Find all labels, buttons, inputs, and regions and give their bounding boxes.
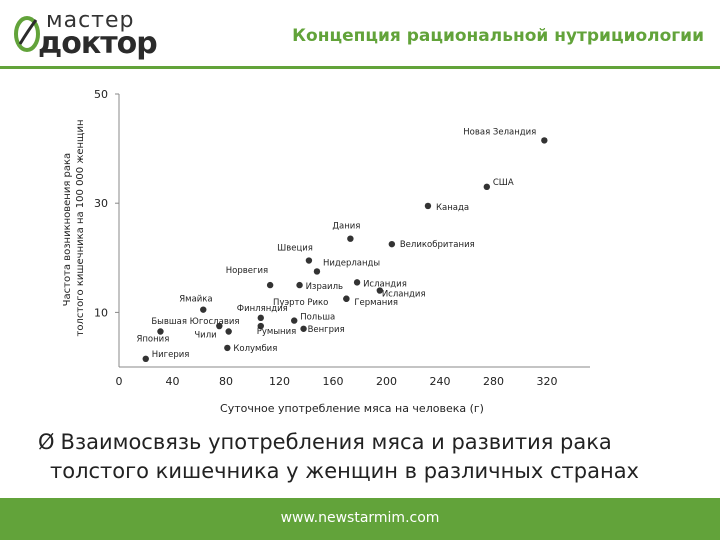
y-tick-label: 50 [94, 88, 108, 101]
logo[interactable]: мастер доктор [12, 8, 172, 61]
x-tick-label: 160 [323, 375, 344, 388]
slide-title: Концепция рациональной нутрициологии [292, 26, 704, 46]
caption-line-2: толстого кишечника у женщин в различных … [50, 459, 639, 483]
data-point-label: Канада [436, 203, 469, 213]
data-point-label: Исландия [363, 279, 407, 289]
bullet-arrow-icon: Ø [38, 430, 55, 454]
data-point-label: Великобритания [400, 240, 475, 250]
data-point-label: Ямайка [179, 295, 212, 305]
data-point [483, 183, 491, 191]
data-point [157, 328, 164, 335]
y-axis-label: Частота возникновения рака толстого кише… [62, 120, 86, 337]
data-point-label: Финляндия [237, 304, 288, 314]
data-point-label: Япония [136, 335, 169, 345]
data-point-label: Венгрия [308, 325, 345, 335]
data-point [343, 295, 350, 302]
data-point [291, 317, 298, 324]
y-tick-label: 30 [94, 197, 108, 210]
logo-leaf-icon [14, 16, 40, 52]
tick-group: 0 40 80 120 160 200 240 280 320 10 30 50 [94, 88, 558, 388]
data-points: Новая Зеландия США Канада Дания Великобритан… [136, 127, 548, 363]
data-point-label: Дания [332, 222, 360, 232]
header-divider [0, 66, 720, 69]
header: мастер доктор Концепция рациональной нут… [0, 0, 720, 69]
data-point [347, 235, 354, 242]
data-point-label: Нигерия [152, 350, 190, 360]
data-point [257, 314, 264, 322]
x-tick-label: 240 [430, 375, 451, 388]
data-point [541, 137, 548, 144]
footer: www.newstarmim.com [0, 498, 720, 540]
data-point [224, 344, 231, 352]
data-point [225, 328, 232, 335]
y-axis-label-line2: толстого кишечника на 100 000 женщин [75, 120, 86, 337]
data-point [305, 257, 313, 264]
data-point [388, 240, 396, 248]
x-tick-label: 320 [537, 375, 558, 388]
x-axis-label: Суточное употребление мяса на человека (… [220, 402, 484, 415]
data-point [424, 202, 432, 210]
caption-line-1: Ø Взаимосвязь употребления мяса и развити… [38, 428, 698, 457]
logo-text-bottom: доктор [38, 26, 158, 61]
data-point-label: Норвегия [226, 266, 268, 276]
data-point-label: Нидерланды [323, 258, 380, 268]
data-point [266, 281, 274, 289]
data-point-label: Польша [300, 313, 335, 323]
x-tick-label: 40 [166, 375, 180, 388]
data-point-label: Швеция [277, 244, 313, 254]
data-point [313, 268, 321, 275]
y-axis-label-line1: Частота возникновения рака [62, 153, 73, 307]
data-point-label: Исландия [382, 290, 426, 300]
data-point-label: США [493, 178, 514, 188]
data-point-label: Израиль [306, 282, 343, 292]
footer-url-link[interactable]: www.newstarmim.com [280, 510, 440, 526]
y-tick-label: 10 [94, 306, 108, 319]
data-point [200, 306, 207, 313]
data-point [142, 355, 149, 363]
x-tick-label: 280 [483, 375, 504, 388]
data-point-label: Новая Зеландия [463, 127, 536, 137]
data-point-label: Колумбия [233, 344, 277, 354]
chart-axes [118, 94, 590, 368]
data-point-label: Германия [354, 298, 398, 308]
data-point [353, 279, 361, 286]
data-point [376, 287, 384, 294]
scatter-chart: Частота возникновения рака толстого кише… [62, 88, 590, 415]
x-tick-label: 0 [116, 375, 123, 388]
caption: Ø Взаимосвязь употребления мяса и развити… [38, 428, 698, 486]
data-point [257, 322, 264, 330]
data-point [216, 322, 223, 330]
x-tick-label: 120 [269, 375, 290, 388]
data-point [296, 281, 303, 289]
x-tick-label: 200 [376, 375, 397, 388]
caption-text-1: Взаимосвязь употребления мяса и развития… [60, 430, 612, 454]
data-point-label: Чили [194, 331, 216, 341]
x-tick-label: 80 [219, 375, 233, 388]
data-point-label: Пуэрто Рико [273, 298, 328, 308]
data-point-label: Румыния [257, 327, 296, 337]
logo-text-top: мастер [46, 8, 135, 33]
data-point [300, 325, 307, 332]
data-point-label: Бывшая Югославия [151, 317, 239, 327]
